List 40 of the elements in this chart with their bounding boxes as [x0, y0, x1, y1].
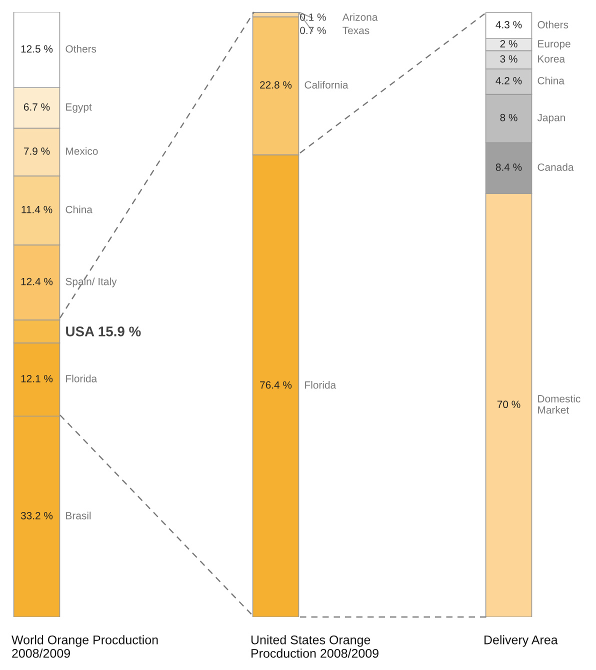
series-label: China [538, 76, 564, 84]
data-label: 0.1 % [300, 13, 326, 21]
data-label: 70 % [497, 400, 520, 408]
data-label: 2 % [500, 40, 518, 48]
series-label: Japan [537, 114, 565, 124]
text: Arizona [342, 13, 378, 21]
x-axis-title: World Orange Procduction 2008/2009 [12, 635, 158, 658]
text: USA 15.9 % [66, 326, 141, 336]
series-label: Domestic Market [538, 394, 580, 414]
series-label: Others [66, 44, 96, 53]
series-label: Egypt [66, 103, 92, 113]
series-label: Mexico [66, 147, 98, 155]
data-label: 22.8 % [260, 81, 292, 89]
series-label: Florida [305, 381, 336, 389]
series-label: Spain/ Italy [66, 278, 117, 288]
data-label: 12.5 % [21, 45, 53, 53]
series-label: California [304, 80, 348, 89]
data-label: 33.2 % [20, 512, 53, 520]
text: Texas [342, 26, 370, 34]
data-label: 3 % [500, 55, 518, 63]
data-label: 12.1 % [21, 374, 53, 382]
x-axis-title: Delivery Area [484, 635, 558, 647]
series-label: Florida [66, 374, 98, 382]
data-label: 7.9 % [24, 147, 50, 155]
data-label: 0.7 % [300, 26, 326, 34]
data-label: 76.4 % [260, 381, 292, 389]
data-label: 12.4 % [21, 278, 53, 286]
data-label: 8.4 % [496, 164, 522, 171]
series-label: Others [538, 20, 568, 28]
series-label: Korea [538, 55, 566, 63]
data-label: 11.4 % [22, 206, 52, 214]
series-label: Brasil [66, 512, 91, 520]
series-label: Canada [538, 163, 574, 171]
series-label: China [66, 206, 92, 214]
series-label: Europe [538, 40, 570, 50]
data-label: 4.3 % [496, 21, 522, 28]
data-label: 8 % [500, 114, 518, 122]
x-axis-title: United States Orange Procduction 2008/2009 [251, 635, 378, 658]
data-label: 6.7 % [24, 103, 50, 111]
data-label: 4.2 % [496, 76, 522, 84]
